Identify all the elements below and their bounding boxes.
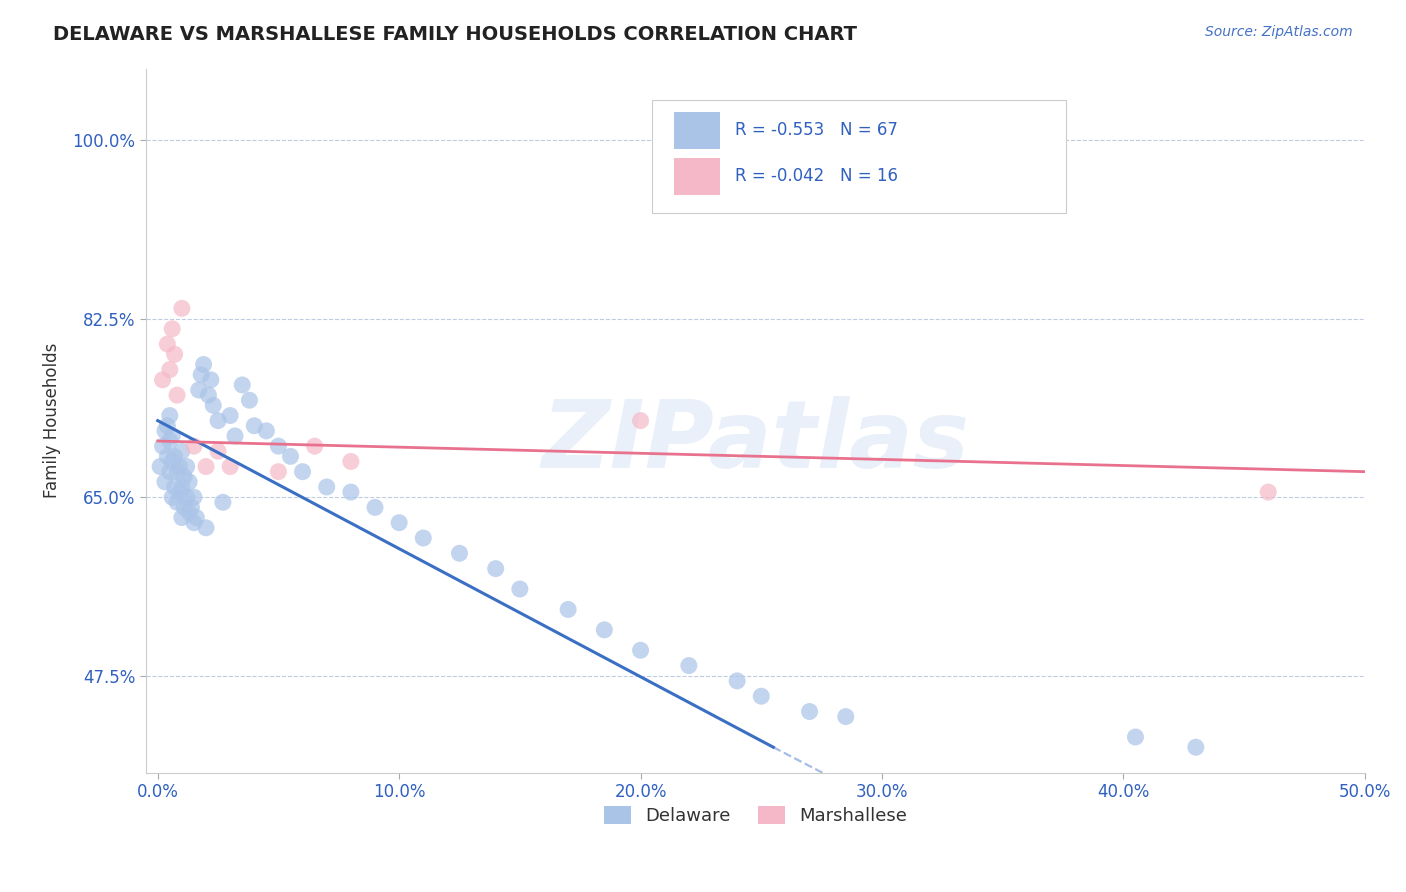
Point <box>212 495 235 509</box>
Text: Source: ZipAtlas.com: Source: ZipAtlas.com <box>1205 25 1353 39</box>
Point <box>207 414 229 428</box>
Point <box>183 516 205 530</box>
Point <box>160 454 183 468</box>
Point <box>725 673 748 688</box>
Point <box>340 485 363 500</box>
Point <box>153 475 176 489</box>
Point <box>177 475 200 489</box>
Point <box>170 444 193 458</box>
Point <box>183 490 205 504</box>
Point <box>166 465 188 479</box>
Point <box>1257 485 1279 500</box>
Point <box>304 439 326 453</box>
Text: ZIPatlas: ZIPatlas <box>541 396 969 488</box>
Y-axis label: Family Households: Family Households <box>44 343 60 499</box>
Point <box>280 450 302 464</box>
Point <box>170 480 193 494</box>
FancyBboxPatch shape <box>673 158 720 194</box>
Point <box>509 582 531 596</box>
Point <box>267 465 290 479</box>
Point <box>170 301 193 316</box>
Point <box>364 500 387 515</box>
Point <box>177 506 200 520</box>
Point <box>163 347 186 361</box>
Point <box>557 602 579 616</box>
Point <box>156 337 179 351</box>
Point <box>388 516 411 530</box>
Point <box>749 689 772 703</box>
Point <box>160 322 183 336</box>
Point <box>193 358 215 372</box>
Point <box>243 418 266 433</box>
Point <box>160 429 183 443</box>
Point <box>449 546 471 560</box>
Point <box>197 388 219 402</box>
Point <box>166 388 188 402</box>
Text: R = -0.553   N = 67: R = -0.553 N = 67 <box>734 121 897 139</box>
Point <box>630 414 652 428</box>
Point <box>163 480 186 494</box>
Point <box>170 510 193 524</box>
Point <box>176 490 198 504</box>
Point <box>190 368 212 382</box>
Point <box>412 531 434 545</box>
Point <box>156 450 179 464</box>
Point <box>169 485 191 500</box>
Point <box>156 418 179 433</box>
Point <box>630 643 652 657</box>
Point <box>169 459 191 474</box>
Point <box>219 409 242 423</box>
Point <box>195 521 218 535</box>
Point <box>153 424 176 438</box>
Point <box>152 439 174 453</box>
Point <box>180 500 202 515</box>
Point <box>200 373 222 387</box>
Point <box>163 450 186 464</box>
Point <box>166 495 188 509</box>
Point <box>224 429 246 443</box>
Point <box>183 439 205 453</box>
Point <box>173 500 195 515</box>
FancyBboxPatch shape <box>673 112 720 149</box>
Point <box>231 378 253 392</box>
Point <box>149 459 172 474</box>
Point <box>187 383 209 397</box>
Point <box>340 454 363 468</box>
Point <box>195 459 218 474</box>
Point <box>315 480 337 494</box>
Point <box>159 434 181 448</box>
Point <box>799 705 821 719</box>
Point <box>207 444 229 458</box>
Point <box>254 424 277 438</box>
Point <box>160 490 183 504</box>
Point <box>678 658 700 673</box>
Point <box>159 409 181 423</box>
Point <box>291 465 314 479</box>
Point <box>159 362 181 376</box>
Point <box>238 393 260 408</box>
Text: DELAWARE VS MARSHALLESE FAMILY HOUSEHOLDS CORRELATION CHART: DELAWARE VS MARSHALLESE FAMILY HOUSEHOLD… <box>53 25 858 44</box>
Text: R = -0.042   N = 16: R = -0.042 N = 16 <box>734 168 897 186</box>
Point <box>202 398 225 412</box>
Point <box>485 561 508 575</box>
FancyBboxPatch shape <box>651 100 1066 213</box>
Point <box>1125 730 1147 744</box>
Point <box>159 465 181 479</box>
Legend: Delaware, Marshallese: Delaware, Marshallese <box>595 797 915 834</box>
Point <box>186 510 208 524</box>
Point <box>1185 740 1208 755</box>
Point <box>267 439 290 453</box>
Point <box>835 709 858 723</box>
Point <box>219 459 242 474</box>
Point <box>593 623 616 637</box>
Point <box>173 469 195 483</box>
Point <box>152 373 174 387</box>
Point <box>176 459 198 474</box>
